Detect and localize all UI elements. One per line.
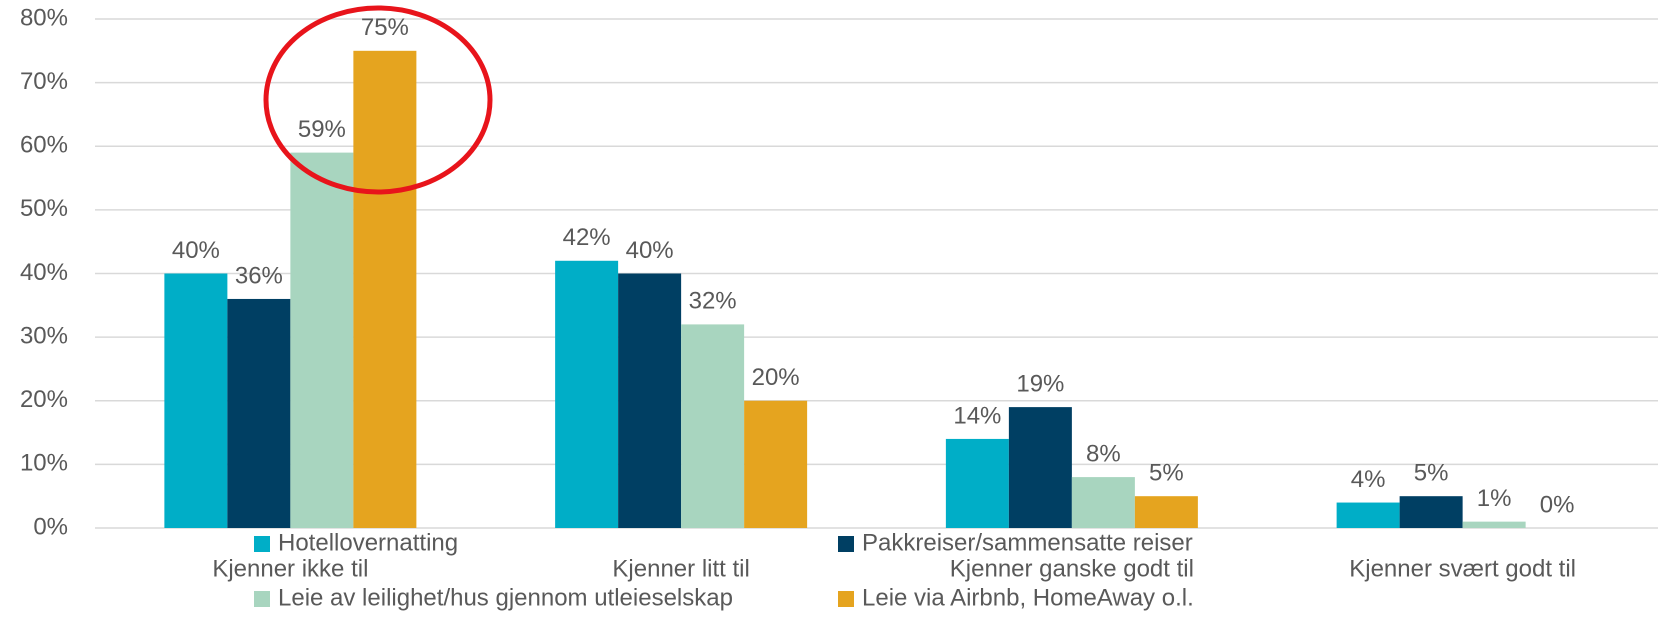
bar [1462,521,1526,528]
data-label: 40% [626,237,674,264]
data-label: 5% [1149,460,1184,487]
bar [1008,407,1072,528]
data-label: 19% [1016,370,1064,397]
bar [1336,502,1400,528]
bar [227,298,291,528]
y-tick-label: 10% [20,450,68,477]
legend-swatch [254,536,270,552]
data-label: 36% [235,262,283,289]
y-tick-label: 80% [20,4,68,31]
bar [744,400,808,528]
bar [1134,496,1198,528]
legend-label: Leie av leilighet/hus gjennom utleiesels… [278,584,733,611]
data-label: 0% [1540,491,1575,518]
x-tick-label: Kjenner litt til [612,555,749,582]
bar [681,324,745,528]
data-label: 4% [1351,466,1386,493]
x-tick-label: Kjenner ganske godt til [950,555,1194,582]
legend-label: Leie via Airbnb, HomeAway o.l. [862,584,1194,611]
data-label: 1% [1477,485,1512,512]
bar [353,50,417,528]
y-tick-label: 70% [20,68,68,95]
legend-swatch [254,591,270,607]
y-tick-label: 60% [20,132,68,159]
bar [945,438,1009,528]
bar [164,273,228,528]
bar [555,260,619,528]
data-label: 5% [1414,460,1449,487]
data-label: 32% [689,288,737,315]
legend-label: Pakkreiser/sammensatte reiser [862,529,1193,556]
legend-label: Hotellovernatting [278,529,458,556]
legend-swatch [838,591,854,607]
data-label: 42% [563,224,611,251]
y-tick-label: 40% [20,259,68,286]
x-tick-label: Kjenner ikke til [212,555,368,582]
data-label: 20% [752,364,800,391]
data-label: 75% [361,14,409,41]
legend-swatch [838,536,854,552]
y-tick-label: 0% [33,513,68,540]
highlight-circle [263,5,493,195]
bar [618,273,682,528]
y-tick-label: 20% [20,386,68,413]
data-label: 14% [953,402,1001,429]
bar [1399,496,1463,528]
bar [1071,477,1135,528]
bar [290,152,354,529]
data-label: 59% [298,116,346,143]
data-label: 8% [1086,440,1121,467]
y-tick-label: 30% [20,322,68,349]
y-tick-label: 50% [20,195,68,222]
x-tick-label: Kjenner svært godt til [1349,555,1576,582]
data-label: 40% [172,237,220,264]
